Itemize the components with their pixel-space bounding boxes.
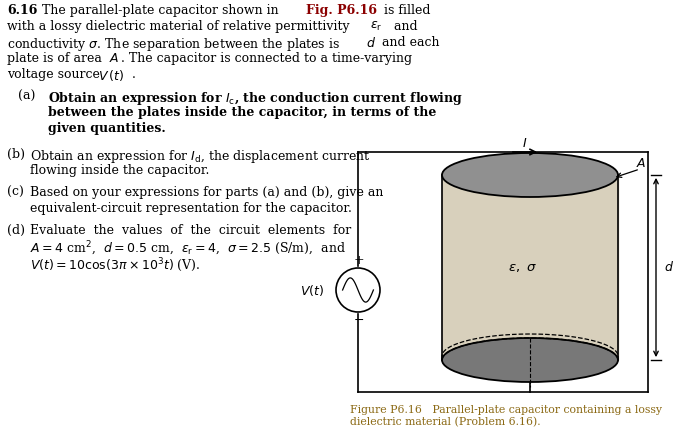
Text: conductivity $\sigma$. The separation between the plates is: conductivity $\sigma$. The separation be… — [7, 36, 341, 53]
Text: given quantities.: given quantities. — [48, 122, 166, 135]
Ellipse shape — [442, 338, 618, 382]
Text: between the plates inside the capacitor, in terms of the: between the plates inside the capacitor,… — [48, 106, 436, 119]
Text: $A = 4$ cm$^2$,  $d = 0.5$ cm,  $\epsilon_{\rm r} = 4$,  $\sigma = 2.5$ (S/m),  : $A = 4$ cm$^2$, $d = 0.5$ cm, $\epsilon_… — [30, 240, 346, 258]
Text: (c): (c) — [7, 186, 24, 199]
Text: Obtain an expression for $I_{\rm c}$, the conduction current flowing: Obtain an expression for $I_{\rm c}$, th… — [48, 90, 463, 107]
Text: Fig. P6.16: Fig. P6.16 — [306, 4, 377, 17]
Circle shape — [336, 268, 380, 312]
Text: $A$: $A$ — [636, 157, 647, 170]
Polygon shape — [442, 175, 618, 360]
Text: $A$: $A$ — [109, 52, 119, 65]
Text: Obtain an expression for $I_{\rm d}$, the displacement current: Obtain an expression for $I_{\rm d}$, th… — [30, 148, 371, 165]
Text: .: . — [132, 68, 136, 81]
Text: equivalent-circuit representation for the capacitor.: equivalent-circuit representation for th… — [30, 202, 352, 215]
Ellipse shape — [442, 153, 618, 197]
Text: (d): (d) — [7, 224, 25, 237]
Text: Based on your expressions for parts (a) and (b), give an: Based on your expressions for parts (a) … — [30, 186, 383, 199]
Text: $V(t) = 10\cos(3\pi \times 10^3 t)$ (V).: $V(t) = 10\cos(3\pi \times 10^3 t)$ (V). — [30, 256, 200, 274]
Text: The parallel-plate capacitor shown in: The parallel-plate capacitor shown in — [42, 4, 283, 17]
Text: +: + — [354, 254, 364, 267]
Text: . The capacitor is connected to a time-varying: . The capacitor is connected to a time-v… — [121, 52, 412, 65]
Text: Evaluate  the  values  of  the  circuit  elements  for: Evaluate the values of the circuit eleme… — [30, 224, 351, 237]
Text: (a): (a) — [18, 90, 35, 103]
Text: (b): (b) — [7, 148, 25, 161]
Text: $d$: $d$ — [366, 36, 376, 50]
Text: $d$: $d$ — [664, 260, 674, 274]
Text: 6.16: 6.16 — [7, 4, 37, 17]
Text: Figure P6.16   Parallel-plate capacitor containing a lossy
dielectric material (: Figure P6.16 Parallel-plate capacitor co… — [350, 405, 662, 427]
Text: voltage source: voltage source — [7, 68, 104, 81]
Text: flowing inside the capacitor.: flowing inside the capacitor. — [30, 164, 209, 177]
Text: $\epsilon_{\rm r}$: $\epsilon_{\rm r}$ — [370, 20, 382, 33]
Text: $\varepsilon,\ \sigma$: $\varepsilon,\ \sigma$ — [508, 261, 537, 274]
Text: and each: and each — [378, 36, 439, 49]
Text: with a lossy dielectric material of relative permittivity: with a lossy dielectric material of rela… — [7, 20, 354, 33]
Text: and: and — [390, 20, 418, 33]
Text: is filled: is filled — [380, 4, 431, 17]
Text: $V\,(t)$: $V\,(t)$ — [98, 68, 124, 83]
Text: $V(t)$: $V(t)$ — [300, 283, 324, 298]
Text: $I$: $I$ — [522, 137, 527, 150]
Text: plate is of area: plate is of area — [7, 52, 106, 65]
Text: −: − — [354, 314, 364, 327]
